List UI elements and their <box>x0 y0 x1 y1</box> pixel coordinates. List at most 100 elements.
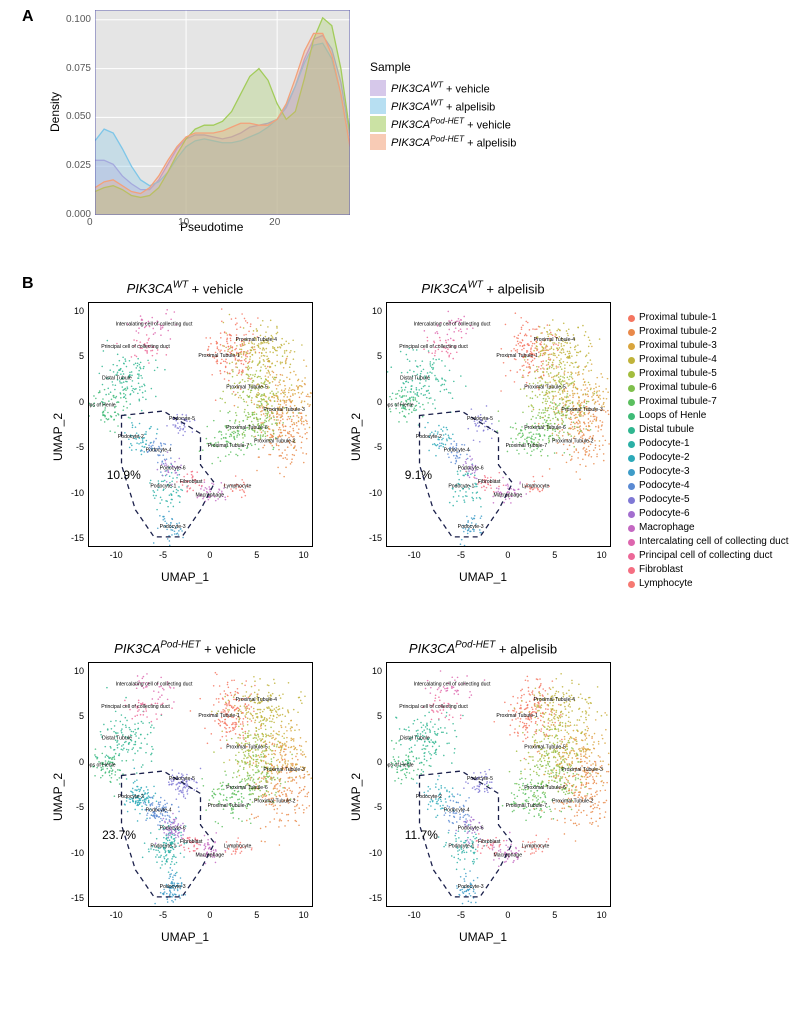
legend-label: PIK3CAWT + alpelisib <box>391 99 495 114</box>
panel-a: Density Pseudotime 0.0000.0250.0500.0750… <box>40 10 560 240</box>
umap-panel: PIK3CAPod-HET + alpelisibIntercalating c… <box>338 640 628 940</box>
svg-text:Proximal Tubule-7: Proximal Tubule-7 <box>506 443 548 449</box>
panel-a-legend: Sample PIK3CAWT + vehicle PIK3CAWT + alpe… <box>370 60 516 152</box>
umap-xtick: -5 <box>451 550 471 560</box>
cluster-legend-dot <box>628 539 635 546</box>
cluster-legend-dot <box>628 567 635 574</box>
umap-ytick: 0 <box>62 397 84 407</box>
ytick-label: 0.075 <box>57 63 91 74</box>
umap-panel: PIK3CAWT + vehicleIntercalating cell of … <box>40 280 330 580</box>
umap-ylabel: UMAP_2 <box>349 413 363 461</box>
density-plot-area <box>95 10 350 215</box>
umap-xtick: -10 <box>106 910 126 920</box>
cluster-legend-label: Podocyte-6 <box>639 509 690 519</box>
ytick-label: 0.025 <box>57 160 91 171</box>
umap-ylabel: UMAP_2 <box>51 413 65 461</box>
cluster-legend-dot <box>628 455 635 462</box>
svg-text:Loops of Henle: Loops of Henle <box>89 403 116 409</box>
svg-text:Lymphocyte: Lymphocyte <box>522 483 550 489</box>
umap-ytick: -5 <box>360 802 382 812</box>
cluster-legend-item: Distal tubule <box>628 424 789 436</box>
legend-title: Sample <box>370 60 516 74</box>
panel-a-xlabel: Pseudotime <box>180 220 243 234</box>
svg-text:Macrophage: Macrophage <box>196 492 225 498</box>
xtick-label: 10 <box>178 217 189 228</box>
umap-xtick: 5 <box>545 550 565 560</box>
umap-ytick: -10 <box>360 488 382 498</box>
legend-item: PIK3CAPod-HET + vehicle <box>370 116 516 132</box>
umap-ytick: -15 <box>360 893 382 903</box>
cluster-legend-item: Proximal tubule-2 <box>628 326 789 338</box>
cluster-legend-label: Proximal tubule-2 <box>639 327 717 337</box>
svg-text:Proximal Tubule-1: Proximal Tubule-1 <box>496 353 538 359</box>
cluster-legend-item: Podocyte-6 <box>628 508 789 520</box>
cluster-legend-dot <box>628 469 635 476</box>
umap-xtick: 5 <box>247 550 267 560</box>
umap-ytick: 10 <box>360 306 382 316</box>
svg-text:Podocyte-2: Podocyte-2 <box>416 434 442 440</box>
umap-xtick: -5 <box>451 910 471 920</box>
cluster-legend-dot <box>628 399 635 406</box>
legend-swatch <box>370 134 386 150</box>
cluster-legend-dot <box>628 315 635 322</box>
svg-text:Lymphocyte: Lymphocyte <box>224 483 252 489</box>
svg-text:Fibroblast: Fibroblast <box>180 479 203 485</box>
cluster-legend-item: Podocyte-4 <box>628 480 789 492</box>
umap-xtick: -5 <box>153 910 173 920</box>
podocyte-pct-label: 11.7% <box>405 828 438 842</box>
cluster-legend-label: Distal tubule <box>639 425 694 435</box>
umap-ytick: -15 <box>360 533 382 543</box>
umap-title: PIK3CAWT + vehicle <box>40 280 330 296</box>
cluster-legend-dot <box>628 357 635 364</box>
cluster-legend-item: Podocyte-2 <box>628 452 789 464</box>
svg-text:Podocyte-5: Podocyte-5 <box>467 416 493 422</box>
svg-text:Distal Tubule: Distal Tubule <box>102 376 132 382</box>
legend-swatch <box>370 98 386 114</box>
umap-ytick: -10 <box>360 848 382 858</box>
cluster-legend-item: Proximal tubule-6 <box>628 382 789 394</box>
umap-ytick: 5 <box>62 351 84 361</box>
cluster-legend-item: Podocyte-5 <box>628 494 789 506</box>
umap-xlabel: UMAP_1 <box>338 570 628 584</box>
umap-xtick: 0 <box>200 910 220 920</box>
xtick-label: 0 <box>87 217 93 228</box>
xtick-label: 20 <box>269 217 280 228</box>
legend-item: PIK3CAWT + vehicle <box>370 80 516 96</box>
svg-text:Proximal Tubule-5: Proximal Tubule-5 <box>524 385 566 391</box>
svg-text:Podocyte-3: Podocyte-3 <box>458 524 484 530</box>
umap-panel: PIK3CAWT + alpelisibIntercalating cell o… <box>338 280 628 580</box>
svg-text:Proximal Tubule-6: Proximal Tubule-6 <box>226 425 268 431</box>
cluster-legend-dot <box>628 385 635 392</box>
panel-a-label: A <box>22 8 34 26</box>
svg-text:Proximal Tubule-5: Proximal Tubule-5 <box>226 385 268 391</box>
svg-text:Proximal Tubule-3: Proximal Tubule-3 <box>561 407 603 413</box>
umap-plot-area: Intercalating cell of collecting ductPri… <box>386 662 611 907</box>
cluster-legend-item: Principal cell of collecting duct <box>628 550 789 562</box>
cluster-legend-dot <box>628 343 635 350</box>
cluster-legend-item: Proximal tubule-1 <box>628 312 789 324</box>
cluster-legend-dot <box>628 441 635 448</box>
svg-text:Proximal Tubule-4: Proximal Tubule-4 <box>534 337 576 343</box>
cluster-legend-item: Macrophage <box>628 522 789 534</box>
cluster-legend-item: Proximal tubule-7 <box>628 396 789 408</box>
umap-ytick: -5 <box>360 442 382 452</box>
umap-ytick: -5 <box>62 442 84 452</box>
svg-text:Podocyte-1: Podocyte-1 <box>448 483 474 489</box>
umap-ylabel: UMAP_2 <box>51 773 65 821</box>
cluster-legend-label: Fibroblast <box>639 565 683 575</box>
podocyte-pct-label: 9.1% <box>405 468 432 482</box>
umap-ytick: -10 <box>62 488 84 498</box>
cluster-legend-label: Podocyte-3 <box>639 467 690 477</box>
umap-xtick: -10 <box>106 550 126 560</box>
svg-text:Principal cell of collecting d: Principal cell of collecting duct <box>399 344 468 350</box>
umap-xtick: 5 <box>545 910 565 920</box>
cluster-legend-label: Podocyte-2 <box>639 453 690 463</box>
umap-ytick: -15 <box>62 533 84 543</box>
umap-ytick: 0 <box>62 757 84 767</box>
umap-plot-area: Intercalating cell of collecting ductPri… <box>88 662 313 907</box>
umap-xtick: -5 <box>153 550 173 560</box>
cluster-legend-item: Lymphocyte <box>628 578 789 590</box>
umap-xtick: 0 <box>200 550 220 560</box>
cluster-legend-dot <box>628 371 635 378</box>
cluster-legend-label: Loops of Henle <box>639 411 706 421</box>
